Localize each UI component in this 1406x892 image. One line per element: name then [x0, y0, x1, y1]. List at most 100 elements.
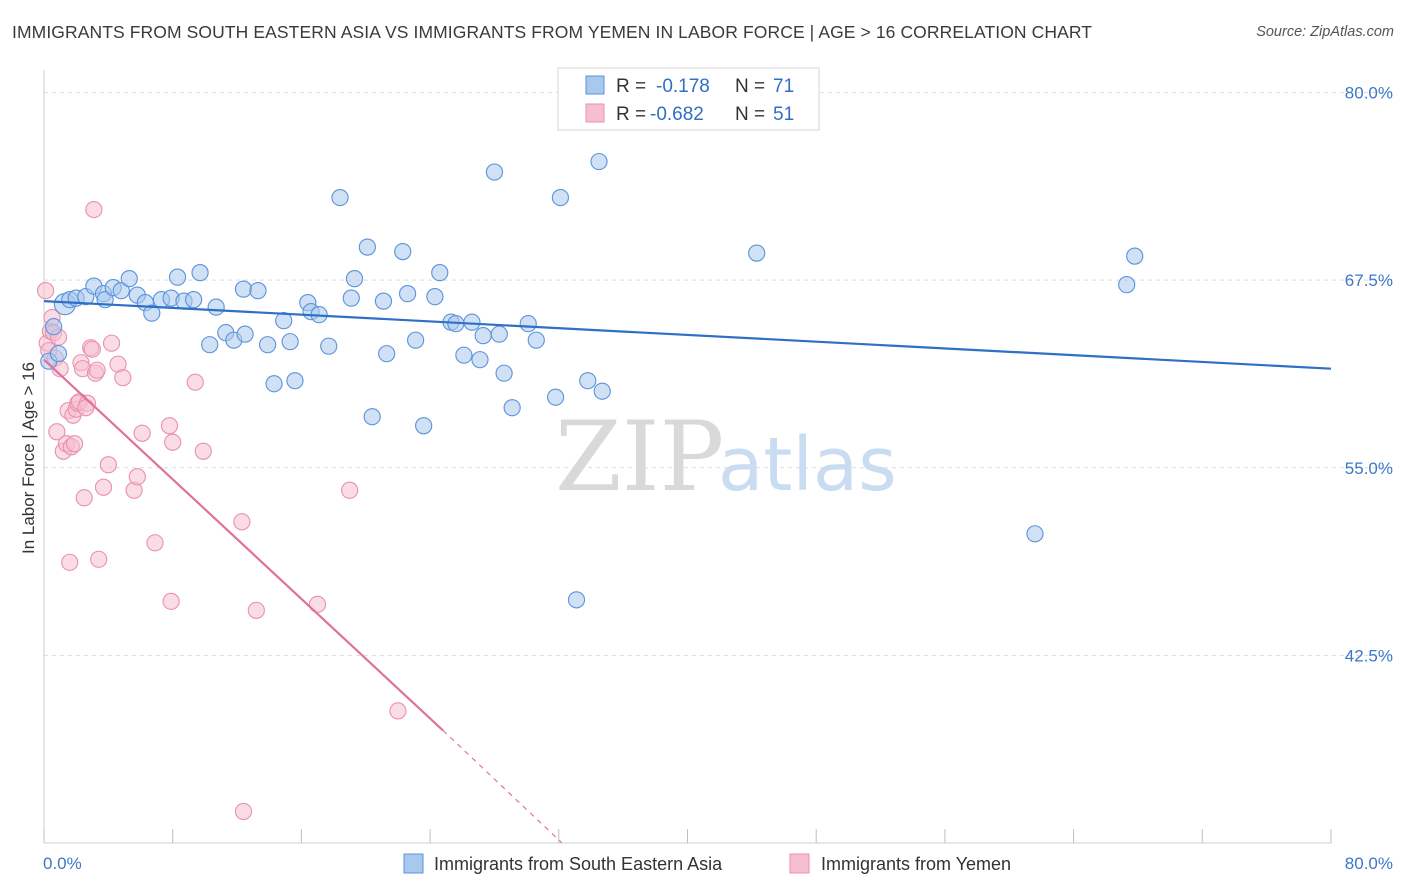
data-point-sea [286, 372, 304, 390]
data-point-sea [471, 351, 489, 369]
data-point-yemen [133, 424, 151, 442]
legend-n-label-yemen: N = [735, 104, 765, 125]
data-point-yemen [114, 369, 132, 387]
data-point-sea [490, 325, 508, 343]
data-point-sea [363, 408, 381, 426]
data-point-sea [331, 188, 349, 207]
data-point-sea [519, 315, 537, 333]
data-point-yemen [389, 702, 407, 720]
data-point-sea [398, 285, 417, 303]
legend-bottom: Immigrants from South Eastern Asia Immig… [403, 853, 1011, 874]
data-point-yemen [164, 433, 182, 451]
data-point-sea [503, 399, 521, 417]
data-point-yemen [36, 282, 55, 300]
watermark-atlas: atlas [718, 422, 897, 508]
data-point-sea [112, 282, 130, 300]
y-tick-label: 67.5% [1345, 271, 1393, 290]
data-point-sea [249, 282, 267, 300]
data-point-sea [394, 243, 412, 261]
series-yemen-points [36, 200, 407, 821]
data-point-yemen [146, 534, 164, 552]
bottom-legend-swatch-yemen [789, 853, 810, 874]
data-point-yemen [99, 456, 117, 474]
data-point-yemen [61, 553, 79, 571]
axes [43, 70, 1332, 844]
data-point-sea [485, 163, 504, 181]
data-point-yemen [162, 592, 180, 610]
y-tick-label: 55.0% [1345, 459, 1393, 478]
y-axis-title: In Labor Force | Age > 16 [19, 362, 38, 554]
data-point-sea [593, 382, 611, 400]
data-point-sea [374, 292, 393, 310]
data-point-sea [207, 298, 225, 316]
data-point-sea [495, 364, 513, 382]
data-point-sea [463, 313, 481, 331]
data-point-sea [567, 591, 586, 609]
watermark-zip: ZIP [555, 401, 724, 513]
data-point-sea [120, 270, 138, 288]
data-point-sea [49, 345, 68, 363]
data-point-sea [551, 188, 570, 207]
data-point-sea [143, 304, 161, 322]
data-point-sea [455, 346, 473, 364]
data-point-yemen [77, 399, 95, 417]
data-point-yemen [90, 550, 108, 568]
data-point-sea [527, 331, 545, 349]
data-point-sea [45, 318, 63, 336]
trend-line-yemen-extension [442, 729, 563, 844]
legend-r-label-yemen: R = [616, 104, 646, 125]
data-point-yemen [65, 435, 84, 453]
data-point-sea [431, 264, 449, 282]
legend-n-value-yemen: 51 [773, 104, 794, 125]
data-point-yemen [341, 481, 359, 499]
data-point-sea [185, 291, 203, 309]
data-point-sea [191, 264, 209, 282]
data-point-sea [342, 289, 360, 307]
data-point-sea [345, 270, 364, 288]
y-tick-label: 80.0% [1345, 84, 1393, 103]
chart-title: IMMIGRANTS FROM SOUTH EASTERN ASIA VS IM… [12, 22, 1093, 42]
data-point-sea [546, 388, 565, 406]
data-point-yemen [48, 423, 66, 441]
y-tick-labels: 42.5% 55.0% 67.5% 80.0% [1345, 84, 1393, 666]
data-point-sea [748, 244, 766, 262]
data-point-sea [234, 280, 253, 298]
data-point-sea [320, 337, 338, 355]
y-tick-label: 42.5% [1345, 646, 1393, 665]
data-point-yemen [194, 442, 212, 460]
bottom-legend-label-yemen: Immigrants from Yemen [821, 854, 1011, 874]
data-point-sea [415, 417, 433, 435]
trend-lines [43, 300, 1332, 844]
data-point-yemen [94, 478, 113, 496]
data-point-sea [168, 268, 187, 286]
data-point-sea [201, 336, 219, 354]
data-point-yemen [75, 489, 93, 507]
legend-r-value-yemen: -0.682 [650, 104, 704, 125]
data-point-sea [275, 312, 293, 330]
x-tick-label-max: 80.0% [1345, 854, 1393, 873]
gridlines [44, 92, 1393, 656]
data-point-sea [579, 372, 597, 390]
legend-n-value-sea: 71 [773, 76, 794, 97]
data-point-yemen [83, 340, 101, 358]
legend-top: R = -0.178 N = 71 R = -0.682 N = 51 [557, 67, 820, 131]
data-point-yemen [160, 417, 179, 435]
data-point-sea [259, 336, 277, 354]
trend-line-yemen [43, 358, 444, 732]
data-point-sea [407, 331, 425, 349]
data-point-sea [378, 345, 396, 363]
data-point-sea [265, 375, 283, 393]
data-point-yemen [85, 200, 103, 219]
data-point-sea [281, 333, 299, 351]
data-point-yemen [88, 361, 106, 379]
legend-swatch-yemen [585, 103, 605, 123]
data-point-sea [474, 327, 492, 345]
data-point-sea [1026, 525, 1044, 543]
legend-n-label-sea: N = [735, 76, 765, 97]
data-point-yemen [247, 601, 265, 619]
data-point-sea [426, 288, 444, 306]
series-sea-points [40, 152, 1144, 609]
data-point-yemen [102, 334, 121, 352]
data-point-yemen [128, 468, 146, 486]
